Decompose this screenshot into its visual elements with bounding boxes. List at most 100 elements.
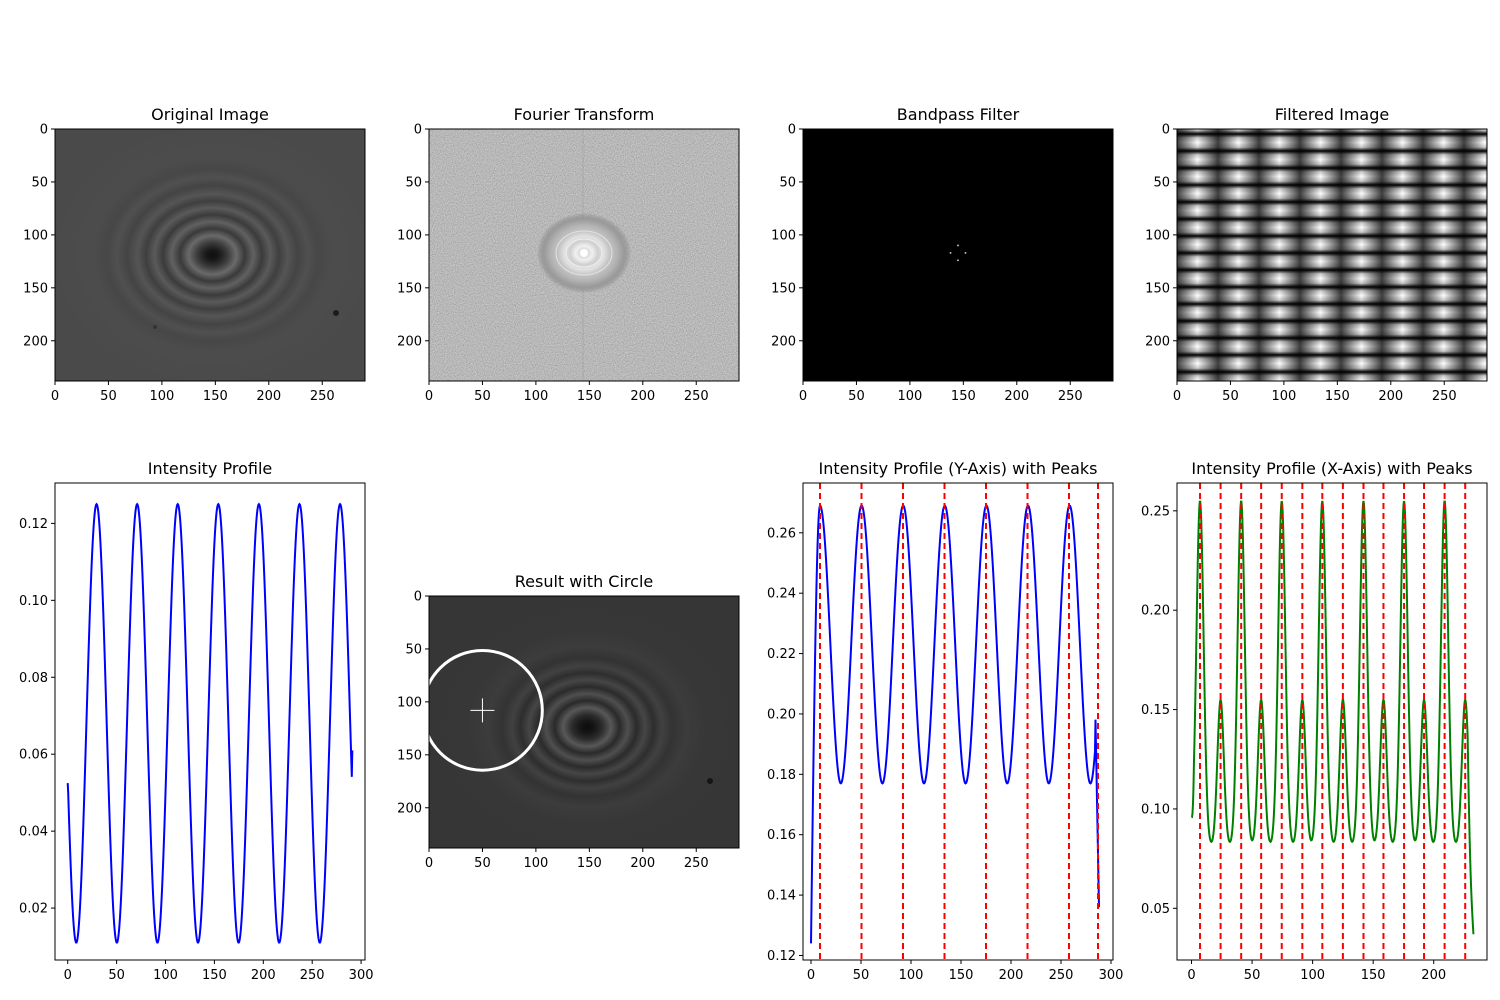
panel-title: Intensity Profile (Y-Axis) with Peaks — [819, 459, 1098, 478]
x-tick-label: 200 — [251, 968, 276, 983]
x-tick-label: 50 — [853, 968, 870, 983]
x-tick-label: 0 — [51, 389, 59, 404]
bandpass-peak-point — [957, 244, 959, 247]
x-tick-label: 50 — [108, 968, 125, 983]
y-tick-label: 100 — [771, 228, 796, 243]
y-tick-label: 200 — [771, 334, 796, 349]
y-tick-label: 0 — [788, 123, 796, 138]
x-tick-label: 0 — [807, 968, 815, 983]
x-tick-label: 50 — [1244, 968, 1261, 983]
original-image-rings — [55, 129, 365, 381]
y-tick-label: 0.02 — [19, 902, 48, 917]
panel-title: Bandpass Filter — [897, 105, 1020, 124]
y-tick-label: 0 — [414, 123, 422, 138]
result-image-rings — [429, 596, 739, 848]
bandpass-peak-point — [949, 252, 952, 254]
x-tick-label: 250 — [1432, 389, 1457, 404]
panel-intensity-profile: 0 50 100 150 200 250 300 0.02 0.04 0.06 0.08 0.10 0.… — [19, 482, 374, 983]
x-tick-label: 50 — [1222, 389, 1239, 404]
x-tick-label: 150 — [577, 389, 602, 404]
x-tick-label: 250 — [684, 856, 709, 871]
original-image-dust-spot — [153, 325, 157, 329]
fourier-center-ring — [565, 238, 603, 268]
x-tick-label: 100 — [149, 389, 174, 404]
x-tick-label: 100 — [153, 968, 178, 983]
x-tick-label: 150 — [1361, 968, 1386, 983]
y-tick-label: 0.25 — [1141, 504, 1170, 519]
y-tick-label: 0.14 — [767, 889, 796, 904]
y-tick-label: 0.16 — [767, 828, 796, 843]
x-tick-label: 150 — [202, 968, 227, 983]
panel-title: Filtered Image — [1275, 105, 1389, 124]
panel-fourier-transform: 0 50 100 150 200 250 0 50 100 150 200 — [397, 123, 740, 404]
y-tick-label: 200 — [23, 334, 48, 349]
axes-frame — [54, 482, 366, 961]
panel-title: Original Image — [151, 105, 269, 124]
x-tick-label: 250 — [300, 968, 325, 983]
x-tick-label: 200 — [256, 389, 281, 404]
bandpass-peak-point — [964, 252, 967, 254]
axes-frame — [802, 482, 1114, 961]
fourier-dc-point — [580, 249, 588, 257]
axes-frame — [1176, 128, 1488, 382]
x-tick-label: 200 — [1004, 389, 1029, 404]
x-tick-label: 300 — [1099, 968, 1124, 983]
y-tick-label: 50 — [405, 175, 422, 190]
x-tick-label: 0 — [425, 389, 433, 404]
x-tick-label: 50 — [848, 389, 865, 404]
panel-filtered-image: 0 50 100 150 200 250 0 50 100 150 200 — [1145, 123, 1488, 404]
y-tick-label: 150 — [1145, 281, 1170, 296]
y-tick-label: 100 — [397, 695, 422, 710]
y-tick-label: 0.10 — [1141, 802, 1170, 817]
x-tick-label: 150 — [577, 856, 602, 871]
x-tick-label: 200 — [630, 389, 655, 404]
y-tick-label: 150 — [397, 748, 422, 763]
y-tick-label: 0 — [40, 123, 48, 138]
fourier-center-ring — [555, 230, 613, 276]
panel-title: Result with Circle — [515, 572, 653, 591]
x-tick-label: 250 — [310, 389, 335, 404]
y-tick-label: 200 — [397, 334, 422, 349]
x-tick-label: 250 — [684, 389, 709, 404]
x-tick-label: 100 — [897, 389, 922, 404]
axes-frame — [1176, 482, 1488, 961]
intensity-profile-x-line — [1191, 500, 1475, 935]
x-tick-label: 100 — [523, 856, 548, 871]
x-tick-label: 0 — [64, 968, 72, 983]
x-tick-label: 100 — [1300, 968, 1325, 983]
x-tick-label: 0 — [425, 856, 433, 871]
y-tick-label: 0.20 — [767, 707, 796, 722]
y-tick-label: 100 — [1145, 228, 1170, 243]
y-tick-label: 0.10 — [19, 594, 48, 609]
y-tick-label: 0.12 — [767, 949, 796, 964]
axes-frame — [428, 128, 740, 382]
intensity-profile-line — [66, 502, 354, 944]
y-tick-label: 50 — [31, 175, 48, 190]
y-tick-label: 0.26 — [767, 526, 796, 541]
y-tick-label: 100 — [23, 228, 48, 243]
x-tick-label: 200 — [1421, 968, 1446, 983]
y-tick-label: 0.15 — [1141, 703, 1170, 718]
x-tick-label: 100 — [899, 968, 924, 983]
y-tick-label: 0.08 — [19, 671, 48, 686]
x-tick-label: 0 — [1173, 389, 1181, 404]
x-tick-label: 200 — [630, 856, 655, 871]
panel-title: Intensity Profile — [148, 459, 272, 478]
x-tick-label: 150 — [949, 968, 974, 983]
detected-circle — [429, 649, 544, 772]
x-tick-label: 0 — [1187, 968, 1195, 983]
y-tick-label: 200 — [397, 801, 422, 816]
y-tick-label: 100 — [397, 228, 422, 243]
axes-frame — [428, 595, 740, 849]
y-tick-label: 0.06 — [19, 748, 48, 763]
bandpass-background — [803, 129, 1113, 381]
x-tick-label: 100 — [523, 389, 548, 404]
panel-intensity-profile-y: 0 50 100 150 200 250 300 0.12 0.14 0.16 0.18 0.20 0.… — [767, 482, 1124, 983]
x-tick-label: 150 — [951, 389, 976, 404]
panel-title: Fourier Transform — [514, 105, 655, 124]
y-tick-label: 50 — [779, 175, 796, 190]
y-tick-label: 0.22 — [767, 647, 796, 662]
x-tick-label: 0 — [799, 389, 807, 404]
bandpass-peak-point — [957, 259, 959, 262]
y-tick-label: 50 — [405, 642, 422, 657]
